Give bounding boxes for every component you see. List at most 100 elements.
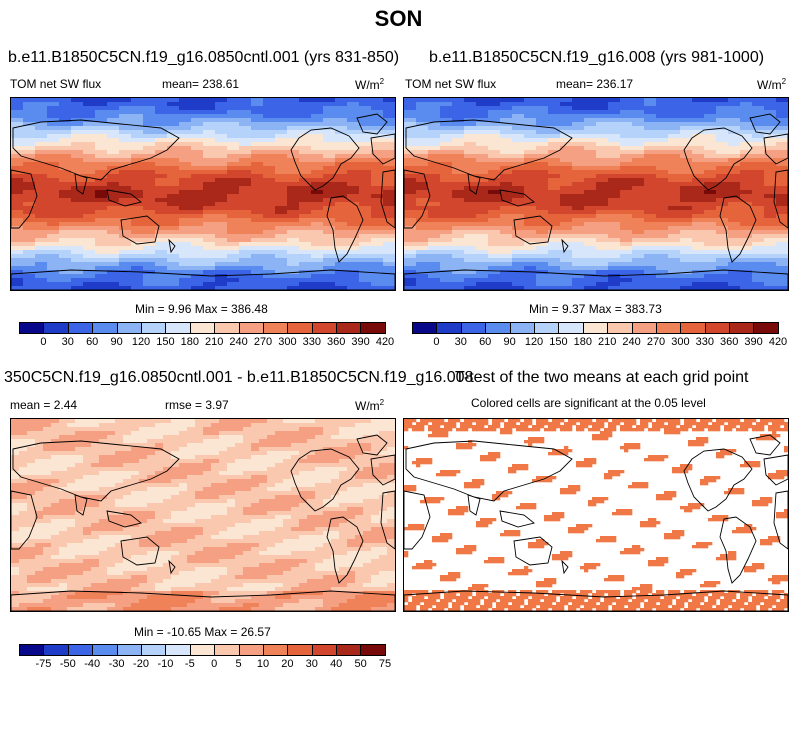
field-cell: [259, 427, 268, 432]
field-cell: [59, 174, 72, 179]
field-cell: [323, 110, 336, 115]
field-cell: [47, 234, 60, 239]
field-cell: [536, 182, 549, 187]
field-cell: [235, 475, 244, 480]
field-cell: [572, 130, 585, 135]
field-cell: [740, 106, 753, 111]
field-cell: [59, 118, 72, 123]
field-cell: [11, 182, 24, 187]
field-cell: [764, 110, 777, 115]
field-cell: [644, 142, 657, 147]
field-cell: [131, 527, 140, 532]
field-cell: [275, 439, 284, 444]
field-cell: [59, 282, 72, 287]
field-cell: [211, 547, 220, 552]
field-cell: [107, 274, 120, 279]
field-cell: [91, 479, 100, 484]
field-cell: [752, 246, 765, 251]
field-cell: [644, 98, 657, 103]
field-cell: [680, 214, 693, 219]
field-cell: [464, 150, 477, 155]
field-cell: [416, 194, 429, 199]
field-cell: [536, 222, 549, 227]
field-cell: [500, 114, 513, 119]
field-cell: [315, 447, 324, 452]
field-cell: [488, 206, 501, 211]
field-cell: [440, 102, 453, 107]
field-cell: [107, 110, 120, 115]
field-cell: [476, 174, 489, 179]
field-cell: [263, 226, 276, 231]
field-cell: [500, 214, 513, 219]
field-cell: [387, 487, 395, 492]
field-cell: [728, 110, 741, 115]
field-cell: [43, 491, 52, 496]
field-cell: [476, 266, 489, 271]
field-cell: [339, 555, 348, 560]
field-cell: [668, 102, 681, 107]
field-cell: [291, 491, 300, 496]
field-cell: [155, 519, 164, 524]
field-cell: [67, 435, 76, 440]
colorbar-box: [436, 322, 462, 334]
field-cell: [536, 110, 549, 115]
colorbar-box: [360, 322, 386, 334]
field-cell: [155, 166, 168, 171]
field-cell: [488, 194, 501, 199]
field-cell: [359, 178, 372, 183]
field-cell: [584, 250, 597, 255]
field-cell: [155, 154, 168, 159]
field-cell: [371, 491, 380, 496]
field-cell: [464, 146, 477, 151]
field-cell: [119, 134, 132, 139]
field-cell: [355, 451, 364, 456]
field-cell: [347, 511, 356, 516]
field-cell: [275, 491, 284, 496]
field-cell: [452, 102, 465, 107]
field-cell: [283, 463, 292, 468]
field-cell: [179, 258, 192, 263]
colorbar-tick-label: 30: [61, 336, 74, 348]
field-cell: [371, 427, 380, 432]
field-cell: [632, 158, 645, 163]
field-cell: [311, 142, 324, 147]
field-cell: [323, 170, 336, 175]
field-cell: [668, 130, 681, 135]
field-cell: [83, 206, 96, 211]
field-cell: [548, 194, 561, 199]
field-cell: [323, 479, 332, 484]
field-cell: [704, 238, 717, 243]
field-cell: [191, 150, 204, 155]
field-cell: [243, 419, 252, 424]
field-cell: [131, 226, 144, 231]
field-cell: [227, 106, 240, 111]
field-cell: [59, 471, 68, 476]
field-cell: [275, 515, 284, 520]
field-cell: [452, 262, 465, 267]
field-cell: [572, 230, 585, 235]
field-cell: [107, 222, 120, 227]
field-cell: [379, 515, 388, 520]
field-cell: [632, 226, 645, 231]
field-cell: [680, 158, 693, 163]
field-cell: [680, 118, 693, 123]
field-cell: [371, 254, 384, 259]
field-cell: [644, 106, 657, 111]
field-cell: [291, 535, 300, 540]
field-cell: [51, 539, 60, 544]
field-cell: [428, 174, 441, 179]
field-cell: [716, 242, 729, 247]
field-cell: [776, 150, 788, 155]
field-cell: [339, 475, 348, 480]
field-cell: [275, 118, 288, 123]
field-cell: [596, 282, 609, 287]
field-cell: [27, 511, 36, 516]
field-cell: [335, 178, 348, 183]
field-cell: [131, 182, 144, 187]
field-cell: [155, 262, 168, 267]
field-cell: [776, 182, 788, 187]
field-cell: [75, 483, 84, 488]
field-cell: [323, 182, 336, 187]
field-cell: [355, 551, 364, 556]
field-cell: [35, 174, 48, 179]
